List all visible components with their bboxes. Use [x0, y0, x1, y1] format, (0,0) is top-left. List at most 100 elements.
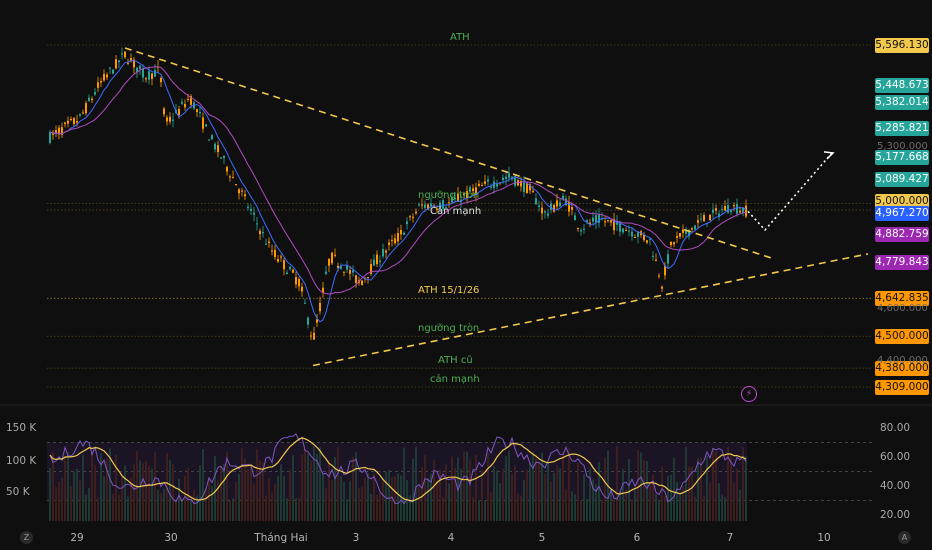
candle-body — [445, 207, 447, 209]
volume-bar — [286, 498, 288, 521]
ascending-trendline — [312, 253, 869, 367]
volume-bar — [523, 479, 525, 521]
candle-body — [370, 264, 372, 274]
volume-bar — [490, 492, 492, 521]
volume-bar — [673, 457, 675, 521]
ma-slow-line — [49, 66, 747, 295]
volume-bar — [340, 475, 342, 521]
volume-bar — [475, 454, 477, 521]
volume-bar — [505, 456, 507, 521]
candle-body — [289, 266, 291, 270]
candle-body — [646, 240, 648, 243]
candle-body — [538, 205, 540, 207]
candle-body — [67, 120, 69, 124]
lightning-icon[interactable]: ⚡ — [741, 386, 757, 402]
candle-body — [430, 203, 432, 208]
volume-bar — [682, 485, 684, 521]
volume-bar — [334, 456, 336, 521]
volume-bar — [688, 467, 690, 521]
volume-bar — [391, 477, 393, 521]
candle-body — [529, 184, 531, 191]
candle-body — [448, 202, 450, 204]
volume-bar — [52, 451, 54, 521]
volume-bar — [295, 497, 297, 521]
volume-bar — [205, 488, 207, 521]
candle-body — [556, 200, 558, 207]
volume-bar — [550, 481, 552, 521]
candle-body — [577, 227, 579, 229]
timezone-button[interactable]: Z — [20, 531, 33, 544]
candle-body — [295, 276, 297, 285]
volume-bar — [709, 482, 711, 521]
candle-body — [541, 207, 543, 214]
volume-bar — [679, 491, 681, 521]
candle-body — [70, 119, 72, 121]
candle-body — [88, 97, 90, 101]
volume-bar — [196, 495, 198, 521]
candle-body — [121, 53, 123, 55]
volume-bar — [415, 446, 417, 521]
candle-body — [319, 302, 321, 312]
volume-bar — [463, 451, 465, 521]
volume-bar — [691, 466, 693, 521]
rsi-axis-tick: 40.00 — [880, 480, 911, 492]
volume-bar — [595, 484, 597, 521]
volume-bar — [337, 447, 339, 521]
volume-bar — [706, 455, 708, 521]
candle-body — [322, 287, 324, 293]
volume-bar — [559, 468, 561, 521]
volume-bar — [145, 461, 147, 521]
candle-body — [382, 249, 384, 257]
volume-bar — [379, 493, 381, 521]
volume-bar — [637, 449, 639, 521]
volume-bar — [157, 489, 159, 521]
volume-bar — [181, 499, 183, 521]
candle-body — [385, 250, 387, 253]
x-tick-29: 29 — [70, 532, 84, 544]
volume-bar — [697, 458, 699, 521]
volume-bar — [454, 467, 456, 521]
candle-body — [397, 233, 399, 242]
volume-bar — [148, 465, 150, 521]
candle-body — [418, 204, 420, 206]
volume-axis-tick: 100 K — [6, 455, 37, 467]
candle-body — [163, 108, 165, 115]
volume-bar — [535, 457, 537, 521]
volume-bar — [190, 499, 192, 521]
volume-bar — [388, 469, 390, 521]
volume-bar — [385, 471, 387, 521]
candle-body — [169, 116, 171, 122]
volume-bar — [280, 464, 282, 521]
volume-bar — [580, 499, 582, 521]
volume-bar — [91, 450, 93, 521]
candle-body — [733, 205, 735, 207]
volume-bar — [301, 454, 303, 521]
candle-body — [298, 278, 300, 287]
volume-bar — [304, 449, 306, 521]
candle-body — [205, 124, 207, 127]
volume-bar — [76, 468, 78, 521]
volume-bar — [478, 499, 480, 521]
candle-body — [211, 135, 213, 140]
volume-bar — [265, 495, 267, 521]
candle-body — [331, 252, 333, 264]
candle-body — [268, 241, 270, 244]
volume-bar — [634, 488, 636, 521]
volume-bar — [601, 500, 603, 521]
volume-bar — [742, 447, 744, 521]
volume-bar — [451, 456, 453, 521]
candle-body — [433, 206, 435, 208]
candle-body — [598, 214, 600, 223]
candle-body — [160, 78, 162, 83]
volume-bar — [193, 489, 195, 521]
auto-scale-button[interactable]: A — [898, 531, 911, 544]
volume-bar — [187, 468, 189, 521]
volume-bar — [577, 462, 579, 521]
volume-bar — [424, 455, 426, 521]
candle-body — [682, 229, 684, 233]
level-label: cản mạnh — [430, 374, 480, 385]
candle-body — [247, 206, 249, 208]
volume-bar — [469, 459, 471, 521]
level-label: ATH — [450, 32, 470, 43]
